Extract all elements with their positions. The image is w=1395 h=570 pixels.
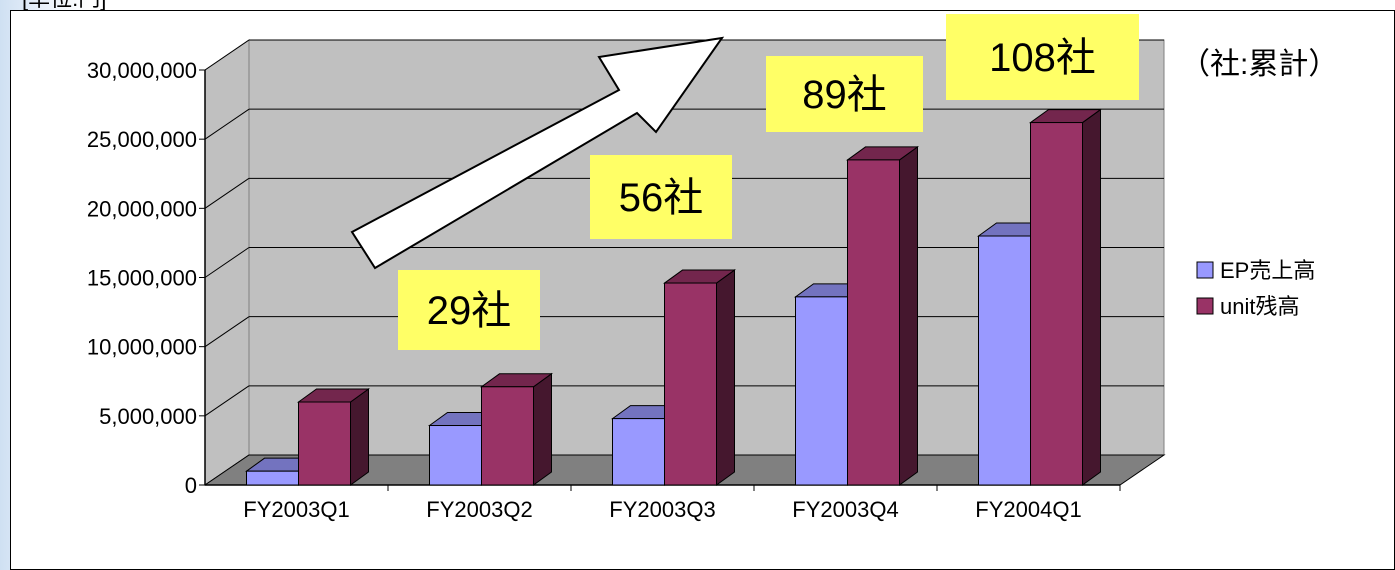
y-tick-label: 10,000,000 — [87, 335, 197, 360]
bar — [296, 388, 371, 486]
x-tick-label: FY2003Q4 — [792, 497, 898, 522]
company-count-callout: 89社 — [766, 56, 923, 132]
company-count-callout: 108社 — [946, 14, 1139, 100]
y-tick-label: 5,000,000 — [99, 404, 197, 429]
growth-arrow — [350, 36, 725, 270]
legend-swatch — [1196, 261, 1214, 279]
callout-label: 108社 — [989, 36, 1096, 80]
bar — [1028, 108, 1103, 486]
y-axis-unit-label: [単位:円] — [22, 0, 106, 11]
bar — [845, 145, 920, 486]
legend-swatch — [1196, 297, 1214, 315]
callout-label: 56社 — [619, 176, 704, 220]
x-tick-label: FY2003Q2 — [426, 497, 532, 522]
y-tick-labels: 0 5,000,000 10,000,000 15,000,000 20,000,000… — [87, 58, 205, 498]
gridline — [204, 385, 250, 417]
gridline — [204, 316, 250, 348]
y-tick-label: 25,000,000 — [87, 127, 197, 152]
y-tick-label: 0 — [185, 473, 197, 498]
company-count-callout: 29社 — [398, 270, 540, 350]
bar — [662, 269, 737, 486]
bar — [479, 372, 554, 486]
x-tick-labels: FY2003Q1 FY2003Q2 FY2003Q3 FY2003Q4 FY2004Q1 — [243, 485, 1121, 522]
x-tick-label: FY2004Q1 — [975, 497, 1081, 522]
legend-label: EP売上高 — [1220, 258, 1315, 283]
x-tick-label: FY2003Q1 — [243, 497, 349, 522]
callout-label: 29社 — [427, 289, 512, 333]
x-tick-label: FY2003Q3 — [609, 497, 715, 522]
bars — [244, 108, 1103, 486]
gridline — [204, 247, 250, 278]
unit-note: （社:累計） — [1180, 48, 1338, 81]
company-count-callout: 56社 — [590, 155, 732, 239]
y-tick-label: 15,000,000 — [87, 266, 197, 291]
callout-label: 89社 — [802, 73, 887, 117]
gridline — [204, 177, 250, 209]
company-count-callouts: 29社 56社 89社 108社 — [398, 14, 1139, 350]
gridline — [204, 108, 250, 140]
y-tick-label: 20,000,000 — [87, 196, 197, 221]
legend-label: unit残高 — [1220, 294, 1299, 319]
legend-item: EP売上高 — [1196, 258, 1315, 283]
gridline — [204, 39, 250, 71]
legend: EP売上高 unit残高 — [1188, 250, 1388, 328]
y-tick-label: 30,000,000 — [87, 58, 197, 83]
legend-item: unit残高 — [1196, 294, 1299, 319]
